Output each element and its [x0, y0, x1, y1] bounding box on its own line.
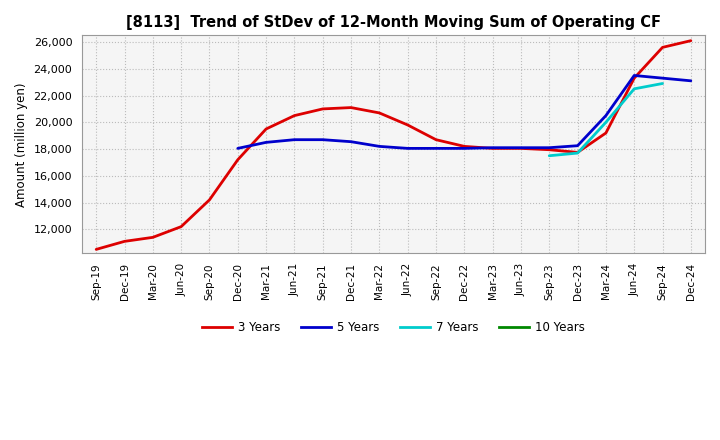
Y-axis label: Amount (million yen): Amount (million yen): [15, 82, 28, 207]
Legend: 3 Years, 5 Years, 7 Years, 10 Years: 3 Years, 5 Years, 7 Years, 10 Years: [197, 317, 590, 339]
Title: [8113]  Trend of StDev of 12-Month Moving Sum of Operating CF: [8113] Trend of StDev of 12-Month Moving…: [126, 15, 661, 30]
